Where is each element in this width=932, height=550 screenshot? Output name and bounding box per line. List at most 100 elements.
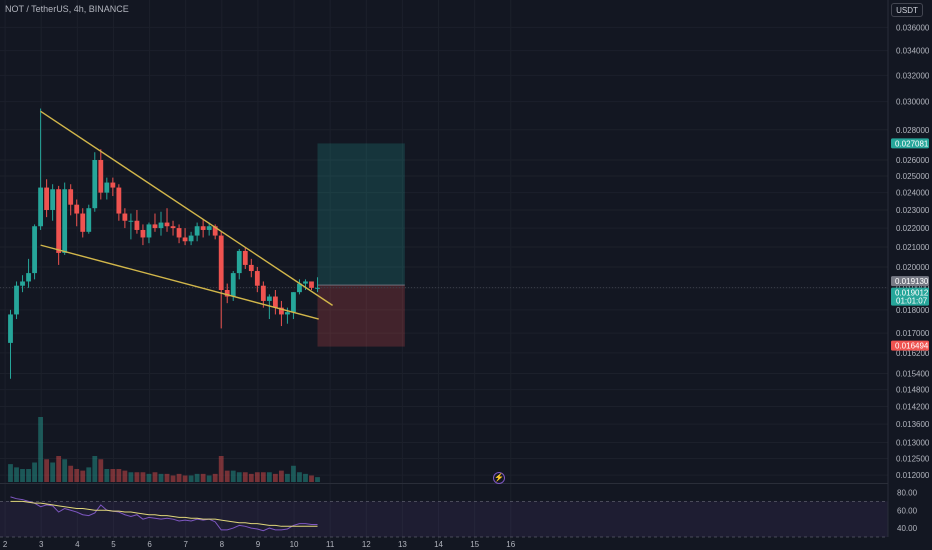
candle-body [194,226,200,236]
volume-bar [279,470,284,482]
price-tick-label: 0.026000 [896,156,930,165]
volume-bar [224,470,230,482]
volume-bar [86,467,92,482]
price-tick-label: 0.024000 [896,189,930,198]
candle-body [188,235,194,242]
volume-bar [206,475,212,482]
time-tick-label: 6 [147,540,152,549]
candle-body [128,220,134,222]
trendline [40,244,319,320]
volume-bar [158,473,164,482]
price-tick-label: 0.025000 [896,172,930,181]
candle-body [80,213,86,232]
volume-bar [212,473,218,482]
candle-body [260,285,266,301]
volume-bar [20,469,25,482]
candle-body [122,213,128,221]
price-tick-label: 0.013000 [896,439,930,448]
time-tick-label: 13 [398,540,407,549]
candle-body [315,287,320,289]
price-tag [891,287,929,298]
time-tick-label: 7 [183,540,188,549]
time-tick-label: 12 [362,540,371,549]
rsi-band [0,501,888,537]
price-tick-label: 0.016200 [896,349,930,358]
volume-bar [110,469,116,482]
volume-bar [146,473,152,482]
volume-bar [315,477,320,482]
volume-bar [152,472,158,482]
candle-body [200,226,206,230]
volume-bar [236,472,242,482]
rsi-tick-label: 40.00 [897,524,918,533]
volume-bar [266,472,272,482]
candle-body [303,281,308,284]
candle-body [236,250,242,274]
price-tick-label: 0.013600 [896,420,930,429]
volume-bar [38,417,43,482]
candle-body [158,222,164,229]
lightning-icon[interactable]: ⚡ [493,472,505,484]
price-tag [891,138,929,149]
candle-body [26,273,31,282]
price-tick-label: 0.034000 [896,47,930,56]
volume-bar [26,469,31,482]
volume-bar [116,469,122,482]
countdown-tag [891,295,929,306]
position-stop-zone [317,285,405,347]
volume-bar [297,472,302,482]
volume-bar [104,469,110,482]
position-target-zone [317,143,405,286]
price-tag [891,340,929,351]
time-tick-label: 2 [3,540,8,549]
volume-bar [242,472,248,482]
volume-bar [260,472,266,482]
currency-button[interactable]: USDT [891,3,923,17]
price-tag-label: 0.019130 [895,277,929,286]
volume-bar [164,473,170,482]
volume-bar [182,475,188,482]
volume-bar [128,472,134,482]
candle-body [74,204,80,214]
candle-body [68,189,74,205]
countdown-label: 01:01:07 [896,297,928,306]
time-tick-label: 16 [506,540,515,549]
candle-body [56,189,62,253]
price-tick-label: 0.032000 [896,71,930,80]
price-tag-label: 0.016494 [895,342,929,351]
price-tick-label: 0.030000 [896,98,930,107]
candle-body [32,226,37,274]
time-tick-label: 14 [434,540,443,549]
volume-bar [309,475,314,482]
candle-body [266,296,272,301]
candle-body [285,312,290,315]
price-tick-label: 0.021000 [896,243,930,252]
time-tick-label: 4 [75,540,80,549]
candle-body [309,281,314,288]
candle-body [152,224,158,229]
candle-body [224,289,230,297]
price-tag-label: 0.027081 [895,139,929,148]
candle-body [212,226,218,236]
symbol-title[interactable]: NOT / TetherUS, 4h, BINANCE [5,4,129,14]
price-tick-label: 0.023000 [896,206,930,215]
candle-body [38,187,43,227]
candle-body [182,237,188,242]
candle-body [98,160,104,193]
price-tick-label: 0.028000 [896,126,930,135]
volume-bar [272,473,278,482]
volume-bar [248,473,254,482]
candle-body [134,220,140,230]
volume-bar [80,470,86,482]
rsi-tick-label: 80.00 [897,488,918,497]
candle-body [62,189,68,253]
time-tick-label: 15 [470,540,479,549]
volume-bar [14,467,19,482]
volume-bar [92,456,98,482]
price-tick-label: 0.014800 [896,386,930,395]
price-tick-label: 0.012500 [896,455,930,464]
price-tick-label: 0.036000 [896,23,930,32]
volume-bar [56,456,62,482]
time-tick-label: 11 [326,540,335,549]
